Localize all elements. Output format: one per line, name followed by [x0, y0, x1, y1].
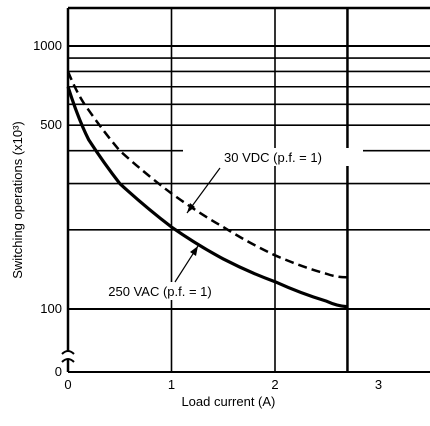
y-axis-label: Switching operations (x10³) — [10, 121, 25, 279]
series-line-30vdc — [66, 71, 348, 279]
grid — [68, 8, 430, 372]
x-tick-label-3: 3 — [375, 377, 382, 392]
annotation-bg-30vdc — [183, 148, 363, 166]
labels: 0 100 500 1000 0 1 2 3 Load current (A) Switching… — [10, 38, 382, 409]
axes — [61, 6, 430, 373]
annotation-250vac: 250 VAC (p.f. = 1) — [108, 284, 211, 299]
x-axis-label: Load current (A) — [181, 394, 275, 409]
y-tick-label-1000: 1000 — [33, 38, 62, 53]
x-tick-label-1: 1 — [168, 377, 175, 392]
x-tick-label-0: 0 — [64, 377, 71, 392]
annotation-bg-250vac — [95, 282, 227, 300]
y-tick-label-0: 0 — [55, 364, 62, 379]
leader-arrow-30vdc — [187, 203, 195, 213]
annotation-30vdc: 30 VDC (p.f. = 1) — [224, 150, 322, 165]
x-tick-label-2: 2 — [271, 377, 278, 392]
axis-break-mark-upper — [61, 350, 75, 355]
axis-break-mark-lower — [61, 358, 75, 363]
y-tick-label-500: 500 — [40, 117, 62, 132]
series-group — [66, 71, 348, 309]
y-tick-label-100: 100 — [40, 301, 62, 316]
leader-arrow-250vac — [190, 246, 198, 256]
series-line-250vac — [66, 86, 348, 309]
